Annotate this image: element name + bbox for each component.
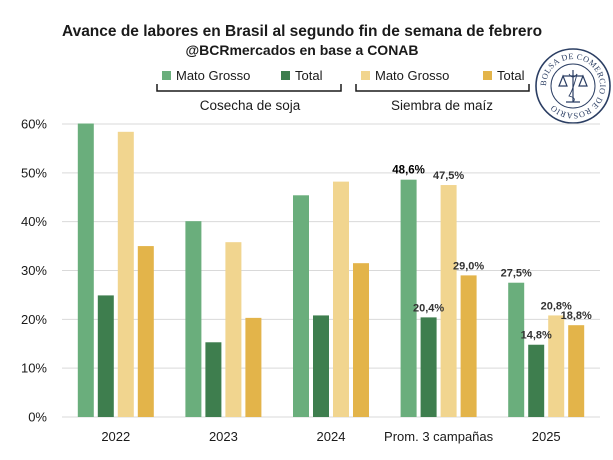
legend-group-maiz: Siembra de maíz	[391, 98, 493, 113]
bar-maiz-total	[137, 246, 154, 417]
y-tick-label: 60%	[21, 117, 47, 132]
y-tick-label: 10%	[21, 361, 47, 376]
legend-swatch-soja-mato-grosso	[162, 71, 171, 80]
bar-soja-mato-grosso	[293, 195, 309, 417]
y-tick-label: 30%	[21, 263, 47, 278]
legend-label-maiz-total: Total	[497, 68, 525, 83]
bars	[77, 123, 585, 418]
bar-soja-total	[420, 317, 437, 417]
bar-maiz-total	[460, 275, 477, 417]
bcr-logo: BOLSA DE COMERCIO DE ROSARIO	[535, 48, 611, 124]
data-label: 47,5%	[433, 170, 464, 182]
bar-soja-total	[528, 344, 545, 417]
bar-soja-total	[205, 342, 222, 417]
x-axis: 2022 2023 2024 Prom. 3 campañas 2025	[101, 429, 560, 444]
x-tick-label: 2022	[101, 429, 130, 444]
y-tick-label: 40%	[21, 214, 47, 229]
legend-swatch-maiz-mato-grosso	[361, 71, 370, 80]
data-label: 18,8%	[561, 310, 592, 322]
bar-soja-mato-grosso	[400, 179, 417, 417]
legend-group-soja: Cosecha de soja	[200, 98, 301, 113]
bar-maiz-total	[245, 317, 262, 417]
legend-label-soja-mato-grosso: Mato Grosso	[176, 68, 250, 83]
x-tick-label: 2024	[317, 429, 346, 444]
x-tick-label: 2025	[532, 429, 561, 444]
legend: Mato Grosso Total Mato Grosso Total Cose…	[156, 68, 530, 113]
data-label: 14,8%	[521, 330, 552, 342]
chart-subtitle: @BCRmercados en base a CONAB	[185, 42, 418, 58]
data-label: 48,6%	[392, 165, 425, 177]
bar-maiz-total	[353, 263, 369, 417]
legend-swatch-soja-total	[281, 71, 290, 80]
y-axis: 0% 10% 20% 30% 40% 50% 60%	[21, 117, 47, 425]
data-label: 27,5%	[501, 268, 532, 280]
y-tick-label: 20%	[21, 312, 47, 327]
bar-soja-total	[97, 295, 114, 417]
y-tick-label: 50%	[21, 165, 47, 180]
legend-bracket-maiz	[355, 84, 530, 92]
legend-label-soja-total: Total	[295, 68, 323, 83]
legend-bracket-soja	[156, 84, 342, 92]
bar-maiz-mato-grosso	[117, 131, 134, 417]
legend-label-maiz-mato-grosso: Mato Grosso	[375, 68, 449, 83]
chart-title: Avance de labores en Brasil al segundo f…	[62, 23, 542, 40]
y-tick-label: 0%	[28, 410, 47, 425]
bar-soja-mato-grosso	[77, 123, 94, 418]
bar-maiz-mato-grosso	[225, 242, 242, 417]
bar-maiz-mato-grosso	[333, 181, 349, 417]
bar-soja-mato-grosso	[185, 221, 202, 417]
bar-soja-total	[313, 315, 329, 417]
bar-soja-mato-grosso	[508, 282, 525, 417]
data-label: 29,0%	[453, 260, 484, 272]
bar-maiz-total	[568, 325, 585, 417]
data-label: 20,4%	[413, 302, 444, 314]
x-tick-label: 2023	[209, 429, 238, 444]
legend-swatch-maiz-total	[483, 71, 492, 80]
bar-maiz-mato-grosso	[440, 185, 457, 417]
data-label: 20,8%	[541, 300, 572, 312]
data-labels: 48,6% 20,4% 47,5% 29,0% 27,5% 14,8% 20,8%18,8%	[392, 165, 592, 342]
bar-maiz-mato-grosso	[548, 315, 565, 417]
x-tick-label: Prom. 3 campañas	[384, 429, 494, 444]
